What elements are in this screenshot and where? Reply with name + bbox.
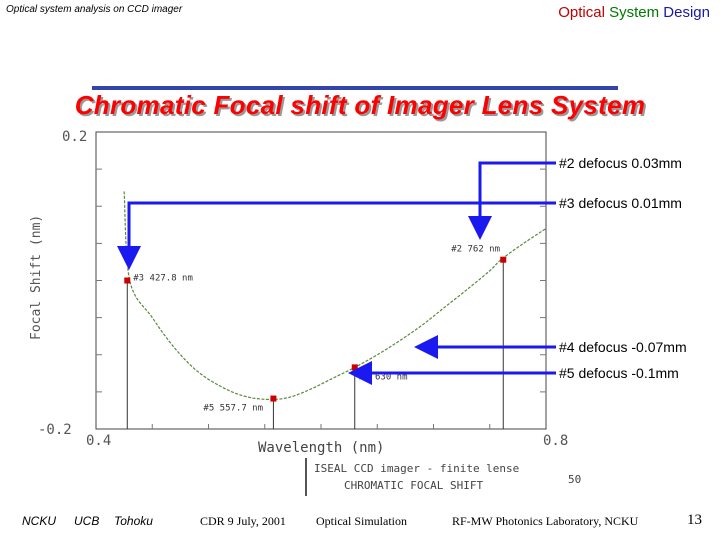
marker-label: #4 630 nm — [359, 372, 408, 382]
x-tick-right: 0.8 — [543, 433, 568, 449]
brand-word-system: System — [609, 4, 660, 21]
caption-line-1: ISEAL CCD imager - finite lense — [314, 462, 519, 475]
defocus-annotation: #2 defocus 0.03mm — [559, 155, 682, 171]
footer-tohoku: Tohoku — [114, 514, 153, 528]
footer-ncku: NCKU — [22, 514, 57, 528]
defocus-arrow — [117, 201, 556, 270]
caption-extra: 50 — [568, 473, 581, 486]
caption-line-2: CHROMATIC FOCAL SHIFT — [344, 479, 483, 492]
header-brand: Optical System Design — [558, 4, 710, 21]
y-tick-bottom: -0.2 — [38, 422, 72, 438]
wavelength-marker — [270, 395, 277, 402]
page-number: 13 — [687, 512, 702, 528]
brand-word-optical: Optical — [558, 4, 605, 21]
y-axis-label: Focal Shift (nm) — [29, 215, 44, 340]
x-tick-left: 0.4 — [86, 433, 111, 449]
defocus-annotation: #4 defocus -0.07mm — [559, 339, 687, 355]
header-subtitle: Optical system analysis on CCD imager — [6, 4, 183, 15]
defocus-annotation: #3 defocus 0.01mm — [559, 195, 682, 211]
defocus-annotation: #5 defocus -0.1mm — [559, 365, 679, 381]
title-rule — [92, 86, 618, 90]
focal-shift-curve — [123, 191, 547, 401]
footer-date: CDR 9 July, 2001 — [200, 514, 286, 528]
wavelength-marker — [500, 256, 507, 263]
grid-layer — [96, 168, 546, 429]
defocus-arrow — [468, 161, 556, 240]
marker-label: #5 557.7 nm — [203, 404, 263, 414]
footer-ucb: UCB — [74, 514, 100, 528]
curve-layer — [123, 191, 547, 401]
footer-lab: RF-MW Photonics Laboratory, NCKU — [452, 514, 639, 528]
marker-layer: #3 427.8 nm #5 557.7 nm #4 630 nm #2 762 nm — [124, 245, 507, 429]
y-tick-top: 0.2 — [62, 129, 87, 145]
footer-topic: Optical Simulation — [316, 514, 407, 528]
arrow-layer: #2 defocus 0.03mm #3 defocus 0.01mm #4 def… — [117, 155, 687, 385]
brand-word-design: Design — [663, 4, 710, 21]
marker-label: #3 427.8 nm — [133, 274, 193, 284]
slide-title: Chromatic Focal shift of Imager Lens Sys… — [74, 90, 646, 120]
marker-label: #2 762 nm — [451, 245, 500, 255]
wavelength-marker — [351, 364, 358, 371]
x-axis-label: Wavelength (nm) — [258, 440, 384, 456]
wavelength-marker — [124, 277, 131, 284]
